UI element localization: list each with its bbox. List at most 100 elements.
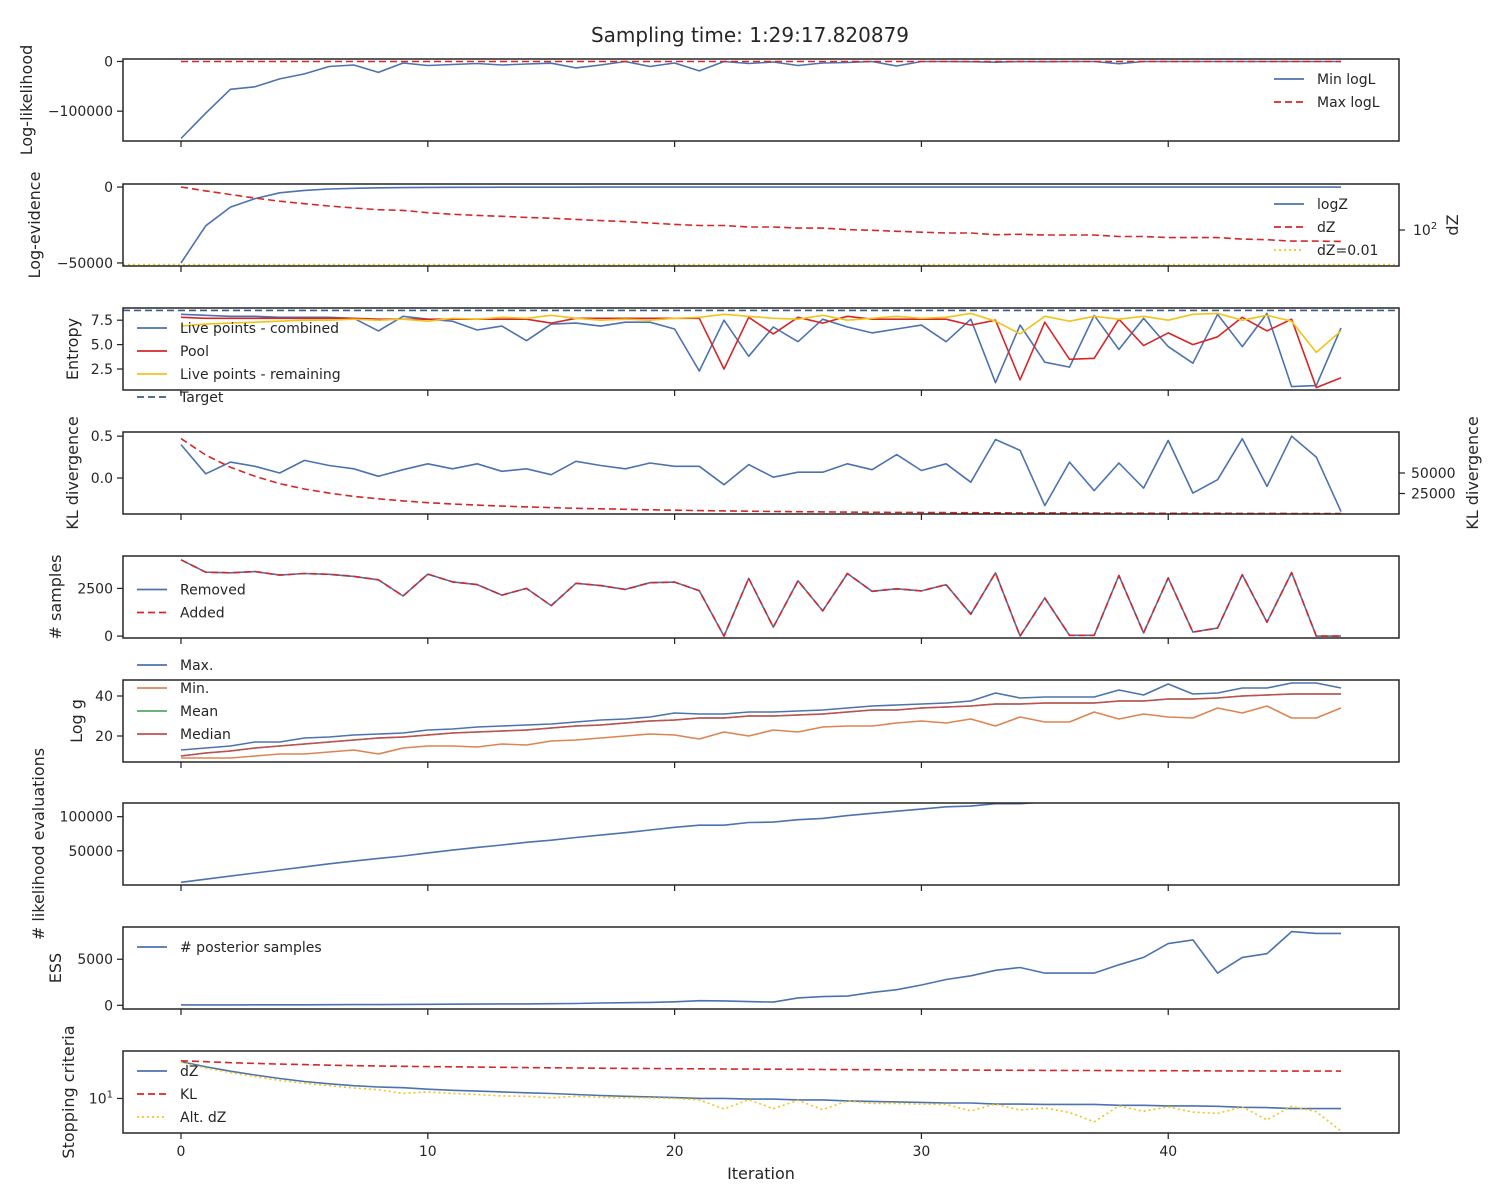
panel-3: 2.5 5.0 7.5 Entropy Live points - combined Po… bbox=[63, 307, 1400, 406]
series-line-min-logl bbox=[180, 60, 1341, 140]
legend-label: dZ=0.01 bbox=[1317, 243, 1378, 259]
plot-area bbox=[180, 60, 1341, 140]
series-line-alt-dz bbox=[180, 1061, 1342, 1132]
y-tick-label: 100000 bbox=[60, 810, 113, 826]
y-tick-label: −50000 bbox=[57, 256, 113, 272]
panel-6: 20 40 Log g Max. Min. Mean Median bbox=[67, 658, 1400, 768]
y-axis-label: Entropy bbox=[63, 318, 82, 380]
legend-label: Removed bbox=[180, 583, 246, 599]
y-axis-label: Log-likelihood bbox=[17, 45, 36, 156]
plot-area bbox=[180, 559, 1341, 637]
legend: logZ dZ dZ=0.01 bbox=[1274, 197, 1378, 259]
series-line-min- bbox=[181, 705, 1342, 759]
y-tick-label: 7.5 bbox=[91, 313, 113, 329]
series-line-1 bbox=[180, 803, 1042, 884]
legend-label: Pool bbox=[180, 344, 209, 360]
plot-area bbox=[123, 309, 1399, 389]
panel-5: 2500 0 # samples Removed Added bbox=[46, 555, 1400, 645]
y-tick-label: 101 bbox=[89, 1089, 113, 1107]
panel-9: 0 10 20 30 40 101 Stopping criteria dZ KL Alt. dZ bbox=[59, 1025, 1400, 1160]
legend-label: # posterior samples bbox=[180, 940, 322, 956]
y-tick-label: 0 bbox=[104, 629, 113, 645]
right-y-tick-label: 50000 bbox=[1411, 466, 1456, 482]
x-tick-label: 40 bbox=[1159, 1144, 1177, 1160]
legend-label: Live points - combined bbox=[180, 321, 339, 337]
panel-4: 0.5 0.0 50000 25000 KL divergence KL divergen… bbox=[63, 416, 1482, 529]
series-line-dz bbox=[180, 1060, 1341, 1110]
y-axis-label: ESS bbox=[46, 953, 65, 983]
y-tick-label: −100000 bbox=[48, 104, 113, 120]
series-line-removed bbox=[180, 559, 1341, 637]
legend-label: Min logL bbox=[1317, 72, 1376, 88]
legend: Min logL Max logL bbox=[1274, 72, 1380, 111]
legend-label: Max logL bbox=[1317, 95, 1380, 111]
y-tick-label: 0 bbox=[104, 54, 113, 70]
series-line-live-points-remaining bbox=[180, 312, 1342, 354]
right-y-axis-label: KL divergence bbox=[1463, 416, 1482, 529]
series-line-max- bbox=[180, 682, 1342, 751]
legend-label: Target bbox=[179, 390, 224, 406]
y-tick-label: 20 bbox=[95, 729, 113, 745]
plot-area bbox=[181, 930, 1341, 1006]
plot-area bbox=[180, 803, 1042, 884]
axes-frame bbox=[122, 183, 1400, 267]
series-line-1 bbox=[180, 435, 1342, 512]
y-tick-label: 40 bbox=[95, 689, 113, 705]
series-line-median bbox=[180, 693, 1341, 757]
legend-label: dZ bbox=[1317, 220, 1335, 236]
legend-label: logZ bbox=[1317, 197, 1348, 213]
plot-area bbox=[180, 1060, 1342, 1132]
series-line-kl bbox=[180, 1060, 1341, 1072]
figure-title: Sampling time: 1:29:17.820879 bbox=[591, 23, 909, 47]
right-y-axis-label: dZ bbox=[1443, 214, 1462, 235]
right-y-tick-label: 25000 bbox=[1411, 487, 1456, 503]
plot-area bbox=[180, 435, 1342, 514]
series-line-2 bbox=[180, 437, 1341, 514]
series-line-dz bbox=[180, 186, 1342, 243]
axes-frame bbox=[122, 1050, 1400, 1134]
legend: # posterior samples bbox=[137, 940, 322, 956]
axes-frame bbox=[122, 926, 1400, 1010]
panel-7: 100000 50000 # likelihood evaluations bbox=[29, 748, 1400, 940]
legend: dZ KL Alt. dZ bbox=[137, 1064, 226, 1126]
legend: Removed Added bbox=[137, 583, 246, 622]
y-tick-label: 2500 bbox=[77, 581, 113, 597]
panel-2: 0 −50000 102 Log-evidence dZ logZ dZ dZ=0.01 bbox=[25, 172, 1462, 279]
panel-1: 0 −100000 Log-likelihood Min logL Max logL bbox=[17, 45, 1400, 156]
y-axis-label: KL divergence bbox=[63, 416, 82, 529]
y-axis-label: # likelihood evaluations bbox=[29, 748, 48, 940]
legend-label: dZ bbox=[180, 1064, 198, 1080]
legend-label: Live points - remaining bbox=[180, 367, 341, 383]
y-tick-label: 50000 bbox=[68, 844, 113, 860]
series-line--posterior-samples bbox=[181, 930, 1341, 1006]
series-line-live-points-combined bbox=[180, 312, 1342, 388]
axes-frame bbox=[122, 679, 1400, 763]
legend-label: Added bbox=[180, 606, 225, 622]
x-axis-label: Iteration bbox=[727, 1164, 795, 1183]
x-tick-label: 30 bbox=[913, 1144, 931, 1160]
plot-area bbox=[180, 682, 1342, 759]
axes-frame bbox=[122, 555, 1400, 639]
right-y-tick-label: 102 bbox=[1413, 221, 1437, 239]
y-axis-label: Log-evidence bbox=[25, 172, 44, 279]
legend-label: Mean bbox=[180, 704, 218, 720]
y-tick-label: 0 bbox=[104, 998, 113, 1014]
legend-label: KL bbox=[180, 1087, 197, 1103]
y-axis-label: Stopping criteria bbox=[59, 1025, 78, 1158]
y-tick-label: 0.0 bbox=[91, 471, 113, 487]
legend-label: Median bbox=[180, 727, 231, 743]
axes-frame bbox=[122, 431, 1400, 515]
y-axis-label: # samples bbox=[46, 555, 65, 640]
legend: Live points - combined Pool Live points - … bbox=[137, 321, 341, 406]
y-axis-label: Log g bbox=[67, 699, 86, 743]
axes-frame bbox=[122, 307, 1400, 391]
y-tick-label: 5000 bbox=[77, 952, 113, 968]
legend: Max. Min. Mean Median bbox=[137, 658, 231, 743]
x-tick-label: 10 bbox=[419, 1144, 437, 1160]
legend-label: Min. bbox=[180, 681, 209, 697]
series-line-added bbox=[180, 559, 1341, 637]
y-tick-label: 2.5 bbox=[91, 362, 113, 378]
x-tick-label: 20 bbox=[666, 1144, 684, 1160]
axes-frame bbox=[122, 58, 1400, 142]
